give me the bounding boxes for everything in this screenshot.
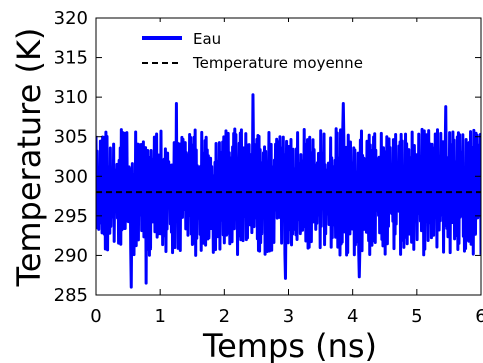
y-tick-label: 305 — [54, 127, 88, 148]
axis-ticks: 0 1 2 3 4 5 6 285 290 295 300 305 310 315 320 — [54, 8, 483, 327]
legend-background — [130, 22, 420, 80]
y-tick-label: 310 — [54, 87, 88, 108]
x-tick-label: 1 — [154, 306, 165, 327]
series-line-eau — [96, 93, 481, 289]
x-tick-label: 3 — [283, 306, 294, 327]
x-tick-label: 6 — [475, 306, 483, 327]
y-axis-title: Temperature (K) — [10, 28, 48, 288]
y-tick-label: 320 — [54, 8, 88, 29]
x-tick-label: 2 — [219, 306, 230, 327]
x-tick-label: 5 — [411, 306, 422, 327]
y-tick-label: 295 — [54, 206, 88, 227]
y-tick-label: 290 — [54, 245, 88, 266]
legend: Eau Temperature moyenne — [130, 22, 420, 80]
x-tick-label: 0 — [90, 306, 101, 327]
legend-label-moyenne: Temperature moyenne — [192, 54, 363, 72]
x-axis-title: Temps (ns) — [202, 327, 377, 363]
plot-area — [96, 93, 481, 289]
y-tick-label: 315 — [54, 48, 88, 69]
legend-label-eau: Eau — [193, 30, 221, 48]
x-tick-label: 4 — [347, 306, 358, 327]
y-tick-label: 285 — [54, 285, 88, 306]
y-tick-label: 300 — [54, 166, 88, 187]
